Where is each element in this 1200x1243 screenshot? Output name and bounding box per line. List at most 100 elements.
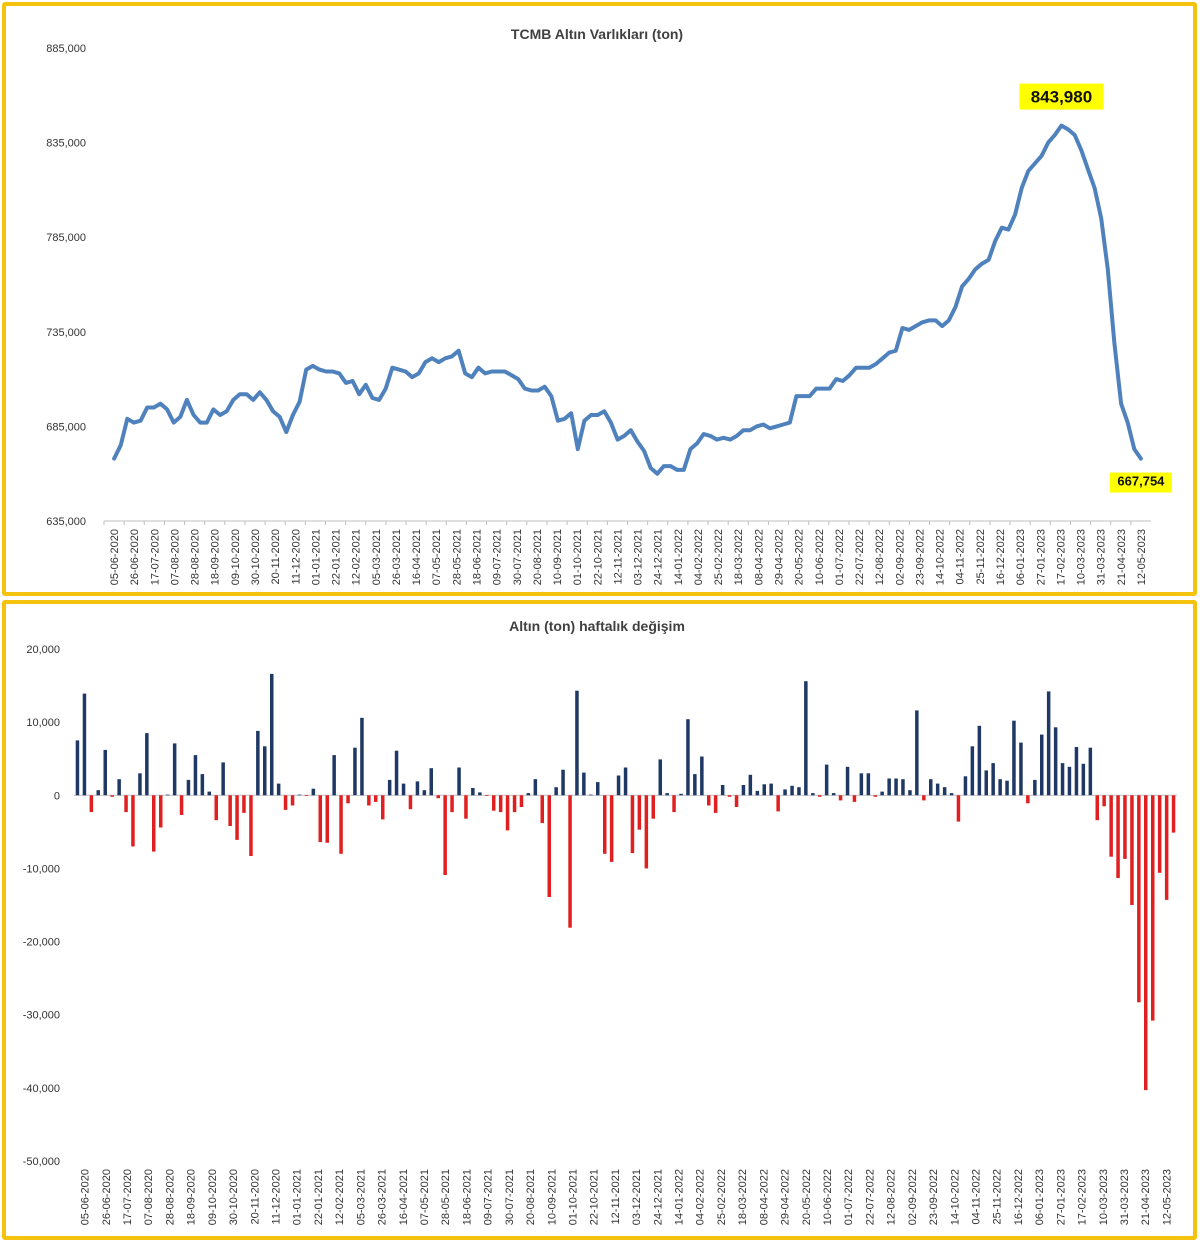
bar bbox=[1095, 795, 1099, 821]
bar bbox=[110, 795, 114, 797]
x-tick-label: 05-06-2020 bbox=[80, 1169, 92, 1225]
x-tick-label: 27-01-2023 bbox=[1055, 1169, 1067, 1225]
bar bbox=[596, 782, 600, 796]
bar bbox=[769, 783, 773, 796]
bar bbox=[651, 795, 655, 819]
x-tick-label: 01-01-2021 bbox=[310, 529, 322, 585]
bar bbox=[1123, 795, 1127, 859]
x-tick-label: 09-10-2020 bbox=[230, 529, 242, 585]
bar bbox=[942, 787, 947, 796]
bar bbox=[297, 794, 302, 796]
x-tick-label: 26-03-2021 bbox=[391, 529, 403, 585]
bar bbox=[214, 795, 218, 821]
x-tick-label: 04-11-2022 bbox=[970, 1169, 982, 1224]
bar bbox=[193, 755, 198, 796]
bar bbox=[797, 787, 801, 796]
y-tick-label: 735,000 bbox=[46, 327, 86, 339]
x-tick-label: 07-08-2020 bbox=[143, 1169, 155, 1225]
x-tick-label: 02-09-2022 bbox=[894, 529, 906, 585]
bar bbox=[519, 795, 524, 807]
x-tick-label: 14-01-2022 bbox=[674, 1169, 686, 1225]
x-tick-label: 06-01-2023 bbox=[1034, 1169, 1046, 1225]
bar bbox=[1005, 780, 1009, 796]
bar bbox=[935, 783, 940, 796]
bar bbox=[1026, 795, 1030, 804]
x-tick-label: 27-01-2023 bbox=[1035, 529, 1047, 585]
x-tick-label: 25-11-2022 bbox=[992, 1169, 1004, 1224]
x-tick-label: 14-10-2022 bbox=[935, 529, 947, 585]
x-tick-label: 12-08-2022 bbox=[886, 1169, 898, 1225]
x-tick-label: 28-08-2020 bbox=[164, 1169, 176, 1225]
bar bbox=[505, 795, 510, 831]
x-tick-label: 01-10-2021 bbox=[572, 529, 584, 585]
bar bbox=[165, 794, 170, 796]
x-tick-label: 07-08-2020 bbox=[169, 529, 181, 585]
x-tick-label: 12-11-2021 bbox=[610, 1169, 622, 1224]
bar bbox=[1060, 763, 1065, 796]
x-tick-label: 08-04-2022 bbox=[753, 529, 765, 585]
bar bbox=[949, 793, 954, 796]
bar bbox=[401, 783, 406, 796]
bar bbox=[256, 730, 260, 796]
bar bbox=[1151, 795, 1155, 1021]
bar bbox=[381, 795, 385, 820]
x-tick-label: 14-01-2022 bbox=[673, 529, 685, 585]
bar bbox=[970, 746, 975, 796]
bar bbox=[589, 794, 593, 796]
bar bbox=[1019, 742, 1023, 796]
bar bbox=[1102, 795, 1106, 807]
x-tick-label: 28-08-2020 bbox=[190, 529, 202, 585]
bar bbox=[457, 767, 461, 796]
x-tick-label: 26-03-2021 bbox=[377, 1169, 389, 1225]
x-tick-label: 10-06-2022 bbox=[814, 529, 826, 585]
bar bbox=[471, 788, 475, 796]
bar bbox=[998, 779, 1002, 796]
bar bbox=[561, 769, 565, 796]
bar bbox=[346, 795, 350, 804]
bar bbox=[956, 795, 961, 822]
bar bbox=[200, 774, 205, 796]
bar bbox=[1046, 691, 1051, 796]
bar bbox=[1088, 747, 1093, 796]
bar bbox=[228, 795, 232, 826]
x-tick-label: 02-09-2022 bbox=[907, 1169, 919, 1225]
value-annotation-box bbox=[1109, 472, 1172, 493]
bar bbox=[915, 710, 919, 796]
bar bbox=[623, 767, 628, 796]
bar bbox=[804, 681, 808, 796]
bar bbox=[485, 795, 489, 796]
x-tick-label: 01-07-2022 bbox=[843, 1169, 855, 1225]
bar bbox=[304, 795, 309, 796]
x-tick-label: 01-10-2021 bbox=[567, 1169, 579, 1225]
x-tick-label: 16-12-2022 bbox=[1013, 1169, 1025, 1225]
x-tick-label: 20-05-2022 bbox=[801, 1169, 813, 1225]
bar bbox=[1109, 795, 1113, 857]
bar bbox=[478, 792, 482, 796]
bar bbox=[1074, 747, 1079, 796]
x-tick-label: 18-09-2020 bbox=[186, 1169, 198, 1225]
bar bbox=[1116, 795, 1120, 878]
x-tick-label: 24-12-2021 bbox=[653, 529, 665, 585]
bar bbox=[922, 795, 926, 801]
x-tick-label: 09-07-2021 bbox=[492, 529, 504, 585]
weekly-change-bar-chart: Altın (ton) haftalık değişim -50,000 -40,… bbox=[23, 618, 1177, 1225]
bar bbox=[700, 756, 704, 796]
bar bbox=[367, 795, 371, 806]
bar bbox=[311, 788, 316, 796]
x-tick-label: 10-03-2023 bbox=[1098, 1169, 1110, 1225]
gold-holdings-chart-panel: TCMB Altın Varlıkları (ton) 635,000 685,0… bbox=[2, 2, 1197, 596]
x-tick-label: 05-03-2021 bbox=[355, 1169, 367, 1225]
bar bbox=[713, 795, 718, 813]
bar bbox=[159, 795, 163, 828]
bar bbox=[984, 770, 988, 796]
bar bbox=[1012, 720, 1016, 796]
y-tick-label: 785,000 bbox=[46, 232, 86, 244]
x-tick-label: 05-06-2020 bbox=[109, 529, 121, 585]
bar bbox=[963, 776, 968, 796]
bar bbox=[575, 690, 579, 796]
bar bbox=[131, 795, 135, 847]
value-annotation-box bbox=[1019, 83, 1104, 110]
x-tick-label: 25-02-2022 bbox=[713, 529, 725, 585]
bar bbox=[859, 773, 864, 796]
bar bbox=[991, 763, 995, 796]
